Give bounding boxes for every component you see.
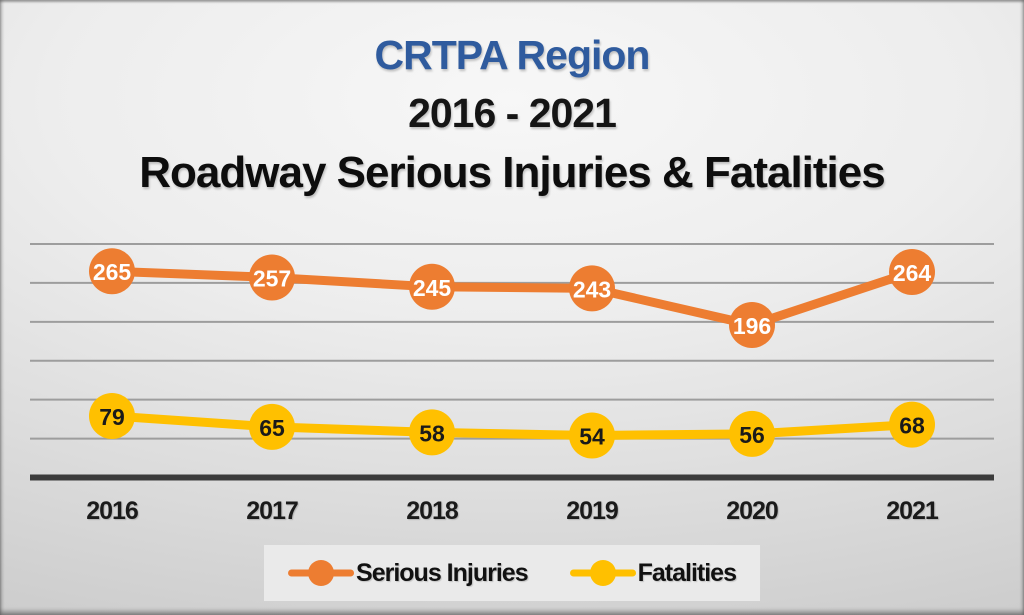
fatalities-point-2018	[409, 409, 455, 456]
chart-title-subject: Roadway Serious Injuries & Fatalities	[139, 148, 885, 197]
fatalities-point-2016	[89, 393, 135, 440]
chart-title-region: CRTPA Region	[374, 32, 651, 78]
serious-injuries-data-label-2017: 257	[253, 265, 291, 291]
fatalities-point-2017	[249, 403, 295, 450]
serious-injuries-point-2021	[889, 249, 935, 296]
fatalities-data-label-2020: 56	[739, 422, 765, 448]
serious-injuries-point-2019	[569, 265, 615, 312]
fatalities-line	[107, 411, 917, 440]
fatalities-data-label-2017: 65	[259, 415, 285, 441]
legend: Serious Injuries Fatalities	[264, 545, 760, 601]
fatalities-line-marker-icon	[569, 559, 636, 587]
serious-injuries-data-label-2018: 245	[413, 275, 452, 301]
legend-circle-marker	[308, 560, 335, 586]
serious-injuries-data-label-2021: 264	[893, 260, 932, 286]
serious-injuries-point-2018	[409, 263, 455, 310]
fatalities-data-label-2016: 79	[99, 404, 125, 430]
fatalities-data-label-2018: 58	[419, 420, 445, 446]
fatalities-point-2019	[569, 412, 615, 459]
legend-circle-marker	[589, 560, 616, 586]
serious-injuries-point-2017	[249, 254, 295, 301]
fatalities-data-label-2021: 68	[899, 413, 925, 439]
x-axis-label-2019: 2019	[566, 497, 619, 525]
legend-item-serious-injuries: Serious Injuries	[288, 558, 529, 588]
legend-label-serious-injuries: Serious Injuries	[356, 558, 529, 587]
x-axis-label-2017: 2017	[246, 497, 299, 525]
fatalities-point-2021	[889, 401, 935, 448]
x-axis-label-2020: 2020	[726, 497, 779, 525]
serious-injuries-line	[107, 266, 917, 330]
fatalities-point-2020	[729, 410, 775, 457]
x-axis-label-2021: 2021	[886, 497, 939, 525]
x-axis-label-2016: 2016	[86, 497, 139, 525]
legend-label-fatalities: Fatalities	[637, 558, 737, 587]
serious-injuries-data-label-2019: 243	[573, 276, 611, 302]
serious-injuries-point-2016	[89, 248, 135, 295]
serious-injuries-point-2020	[729, 301, 775, 348]
x-axis-label-2018: 2018	[406, 497, 459, 525]
legend-item-fatalities: Fatalities	[569, 558, 737, 588]
chart-title-years: 2016 - 2021	[408, 90, 617, 136]
serious-injuries-data-label-2020: 196	[733, 313, 771, 339]
title-block: CRTPA Region 2016 - 2021 Roadway Serious…	[0, 26, 1024, 204]
serious-injuries-line-marker-icon	[288, 559, 355, 587]
serious-injuries-data-label-2016: 265	[93, 259, 132, 285]
fatalities-data-label-2019: 54	[579, 423, 605, 449]
